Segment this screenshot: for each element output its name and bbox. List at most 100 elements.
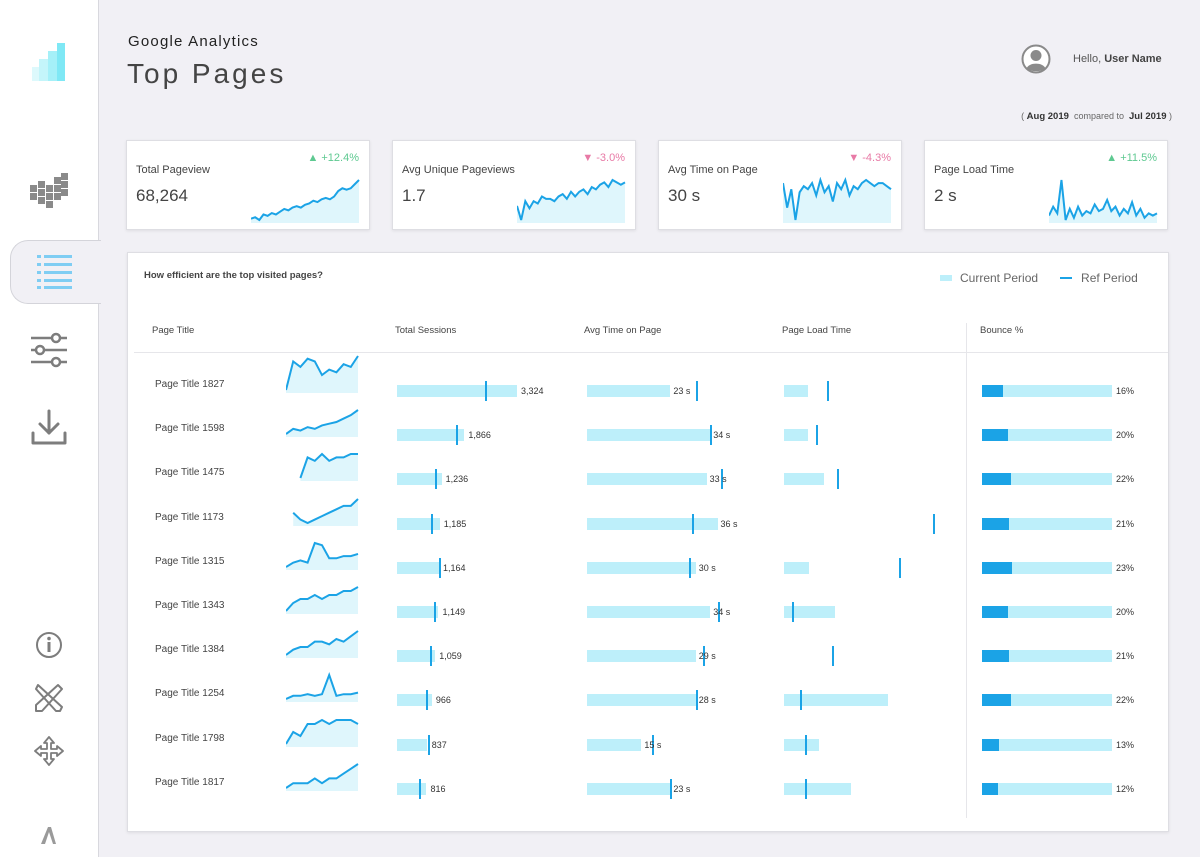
column-header-avg-time[interactable]: Avg Time on Page	[584, 325, 662, 336]
bounce-bar	[982, 473, 1011, 486]
row-sparkline-line	[286, 541, 359, 568]
sessions-bar	[397, 517, 440, 530]
row-sparkline	[299, 453, 358, 482]
sessions-value: 1,149	[442, 607, 466, 617]
kpi-card[interactable]: Page Load Time 2 s ▲ +11.5%	[924, 140, 1168, 230]
sessions-value: 816	[430, 783, 446, 794]
sessions-ref-marker	[430, 646, 433, 667]
sessions-bar	[397, 385, 518, 397]
row-sparkline-area	[286, 719, 358, 747]
table-row[interactable]: Page Title 1254 966 28 s 22%	[128, 672, 1168, 724]
kpi-delta: ▲ +11.5%	[1106, 152, 1157, 164]
time-value: 30 s	[698, 562, 716, 573]
bounce-track	[982, 385, 1112, 397]
kpi-sparkline	[783, 177, 892, 223]
table-row[interactable]: Page Title 1798 837 15 s 13%	[128, 718, 1168, 769]
page-title-cell[interactable]: Page Title 1343	[155, 600, 225, 611]
kpi-card[interactable]: Avg Unique Pageviews 1.7 ▼ -3.0%	[392, 140, 636, 230]
sidebar-item-dashboard[interactable]	[0, 168, 98, 214]
time-bar	[587, 782, 671, 795]
bounce-bar	[982, 650, 1010, 663]
page-title-cell[interactable]: Page Title 1798	[155, 732, 225, 744]
table-row[interactable]: Page Title 1343 1,149 34 s 20%	[128, 586, 1168, 636]
table-row[interactable]: Page Title 1384 1,059 29 s 21%	[128, 630, 1168, 680]
kpi-sparkline	[1049, 179, 1158, 223]
page-title-cell[interactable]: Page Title 1315	[155, 555, 225, 567]
pages-table-panel: How efficient are the top visited pages?…	[127, 252, 1169, 832]
brand-mark	[0, 822, 98, 848]
table-row[interactable]: Page Title 1173 1,185 36 s 21%	[128, 497, 1168, 548]
time-ref-marker	[717, 602, 720, 622]
compared-text: compared to	[1073, 111, 1124, 121]
column-header-total-sessions[interactable]: Total Sessions	[395, 325, 457, 336]
sessions-ref-marker	[433, 602, 436, 622]
move-arrows-icon	[34, 736, 64, 766]
time-bar	[587, 429, 711, 442]
time-value: 34 s	[713, 607, 731, 617]
kpi-value: 2 s	[934, 186, 957, 205]
legend-ref-label: Ref Period	[1081, 271, 1138, 285]
load-bar	[784, 473, 824, 486]
page-title-cell[interactable]: Page Title 1384	[155, 644, 225, 656]
header-divider	[134, 352, 1168, 353]
kpi-delta: ▼ -3.0%	[582, 152, 625, 164]
time-bar	[587, 385, 671, 397]
kpi-card[interactable]: Total Pageview 68,264 ▲ +12.4%	[126, 140, 370, 230]
period-info: ( Aug 2019 compared to Jul 2019 )	[1021, 111, 1172, 122]
row-sparkline	[286, 541, 359, 570]
row-sparkline-area	[286, 356, 358, 393]
sessions-bar	[397, 561, 440, 574]
row-sparkline	[286, 762, 359, 791]
load-ref-marker	[933, 513, 936, 534]
sidebar-item-download[interactable]	[0, 406, 98, 450]
row-sparkline	[286, 409, 359, 438]
kpi-sparkline-line	[517, 178, 626, 221]
column-header-page-title[interactable]: Page Title	[152, 325, 195, 336]
avatar-icon[interactable]	[1021, 44, 1051, 74]
column-header-load-time[interactable]: Page Load Time	[782, 325, 852, 336]
kpi-sparkline-area	[517, 180, 625, 223]
page-title-cell[interactable]: Page Title 1817	[155, 776, 225, 788]
time-ref-marker	[670, 778, 673, 799]
user-menu[interactable]: Hello, User Name	[1021, 44, 1162, 74]
time-value: 23 s	[673, 783, 691, 794]
sessions-bar	[397, 782, 427, 795]
table-row[interactable]: Page Title 1598 1,866 34 s 20%	[128, 409, 1168, 459]
page-title-cell[interactable]: Page Title 1475	[155, 467, 225, 479]
kpi-value: 68,264	[136, 186, 188, 205]
bounce-track	[982, 561, 1112, 574]
table-row[interactable]: Page Title 1475 1,236 33 s 22%	[128, 453, 1168, 503]
time-ref-marker	[695, 381, 698, 401]
bounce-bar	[982, 694, 1011, 707]
bounce-value: 20%	[1116, 607, 1135, 617]
load-ref-marker	[832, 646, 834, 667]
app-subtitle: Google Analytics	[128, 33, 259, 50]
row-sparkline-line	[286, 762, 359, 789]
row-sparkline-area	[286, 763, 358, 791]
table-row[interactable]: Page Title 1827 3,324 23 s 16%	[128, 355, 1168, 415]
sidebar-item-filters[interactable]	[0, 328, 98, 372]
table-row[interactable]: Page Title 1315 1,164 30 s 23%	[128, 541, 1168, 592]
kpi-sparkline-line	[251, 179, 360, 222]
kpi-card[interactable]: Avg Time on Page 30 s ▼ -4.3%	[658, 140, 902, 230]
time-bar	[587, 561, 696, 574]
time-value: 36 s	[720, 518, 738, 529]
page-title-cell[interactable]: Page Title 1598	[155, 423, 225, 435]
bounce-track	[982, 517, 1112, 530]
bounce-value: 16%	[1116, 386, 1135, 396]
time-ref-marker	[688, 557, 691, 578]
sidebar-item-top-pages[interactable]	[10, 240, 101, 304]
kpi-sparkline-area	[251, 180, 359, 223]
sessions-bar	[397, 738, 428, 751]
page-title-cell[interactable]: Page Title 1827	[155, 379, 225, 390]
sidebar-item-tools[interactable]	[0, 680, 98, 716]
page-title-cell[interactable]: Page Title 1173	[155, 511, 224, 523]
sidebar-item-info[interactable]	[0, 628, 98, 662]
table-row[interactable]: Page Title 1817 816 23 s 12%	[128, 762, 1168, 813]
sidebar-item-move[interactable]	[0, 733, 98, 769]
kpi-label: Avg Unique Pageviews	[402, 164, 515, 176]
row-sparkline-line	[286, 409, 359, 436]
column-header-bounce[interactable]: Bounce %	[980, 325, 1024, 336]
row-sparkline-line	[299, 453, 358, 479]
page-title-cell[interactable]: Page Title 1254	[155, 688, 225, 700]
